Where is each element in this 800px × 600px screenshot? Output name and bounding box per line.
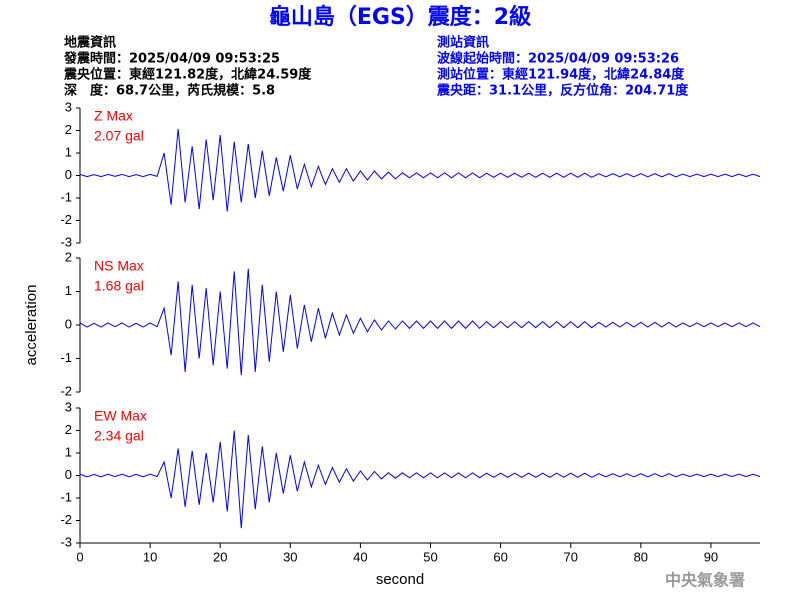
annotation: EW Max <box>94 408 147 424</box>
y-tick-label: -2 <box>60 512 72 527</box>
y-tick-label: 1 <box>65 444 72 459</box>
info-line: 震央位置：東經121.82度，北緯24.59度 <box>63 67 312 83</box>
y-tick-label: -1 <box>60 350 72 365</box>
y-tick-label: 2 <box>65 249 72 264</box>
y-tick-label: 2 <box>65 422 72 437</box>
info-line: 測站資訊 <box>437 35 489 51</box>
y-tick-label: -1 <box>60 489 72 504</box>
chart-title: 龜山島（EGS）震度：2級 <box>269 4 531 30</box>
y-tick-label: 0 <box>65 316 72 331</box>
y-tick-label: 1 <box>65 283 72 298</box>
x-axis-label: second <box>376 571 424 588</box>
y-tick-label: -1 <box>60 189 72 204</box>
info-line: 發震時間：2025/04/09 09:53:25 <box>63 51 280 67</box>
x-tick-label: 80 <box>634 549 648 564</box>
x-tick-label: 0 <box>76 549 83 564</box>
info-line: 震央距：31.1公里，反方位角：204.71度 <box>436 83 689 99</box>
y-tick-label: 0 <box>65 167 72 182</box>
annotation: NS Max <box>94 258 144 274</box>
x-tick-label: 40 <box>353 549 367 564</box>
y-tick-label: -2 <box>60 383 72 398</box>
y-tick-label: 1 <box>65 144 72 159</box>
x-tick-label: 60 <box>493 549 507 564</box>
x-tick-label: 70 <box>563 549 577 564</box>
waveform <box>79 268 761 376</box>
y-tick-label: -3 <box>60 234 72 249</box>
annotation: Z Max <box>94 108 133 124</box>
waveform <box>79 430 761 529</box>
info-line: 深 度：68.7公里，芮氏規模：5.8 <box>64 83 275 99</box>
info-line: 地震資訊 <box>64 35 116 51</box>
waveform <box>79 128 761 212</box>
y-tick-label: 3 <box>65 399 72 414</box>
info-line: 波線起始時間：2025/04/09 09:53:26 <box>437 51 679 67</box>
annotation: 2.07 gal <box>94 128 144 144</box>
y-axis-label: acceleration <box>23 285 40 366</box>
x-tick-label: 90 <box>704 549 718 564</box>
annotation: 1.68 gal <box>94 278 144 294</box>
x-tick-label: 30 <box>283 549 297 564</box>
y-tick-label: 3 <box>65 99 72 114</box>
y-tick-label: -2 <box>60 212 72 227</box>
y-tick-label: -3 <box>60 534 72 549</box>
y-tick-label: 0 <box>65 467 72 482</box>
footer-credit: 中央氣象署 <box>665 571 745 590</box>
info-line: 測站位置：東經121.94度，北緯24.84度 <box>437 67 685 83</box>
x-tick-label: 20 <box>213 549 227 564</box>
x-tick-label: 50 <box>423 549 437 564</box>
y-tick-label: 2 <box>65 122 72 137</box>
annotation: 2.34 gal <box>94 428 144 444</box>
x-tick-label: 10 <box>143 549 157 564</box>
